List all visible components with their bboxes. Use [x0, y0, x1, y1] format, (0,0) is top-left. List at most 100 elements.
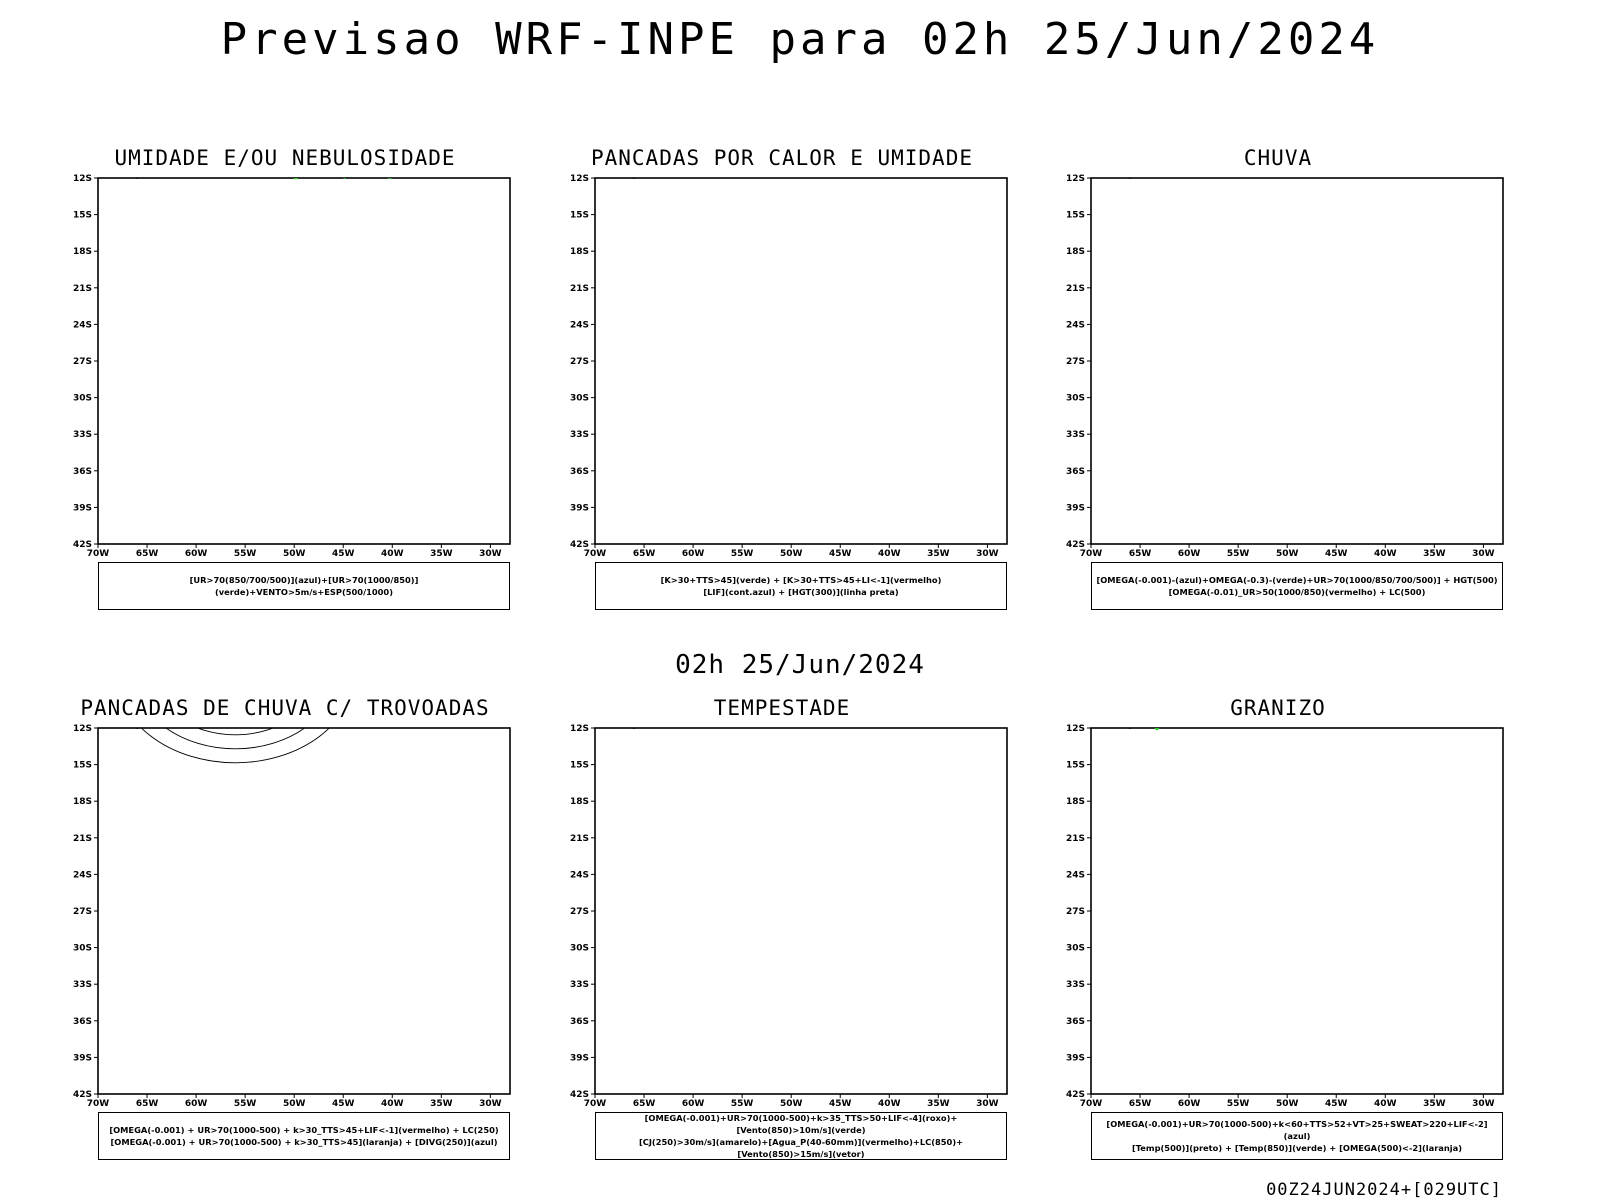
lon-tick-label: 40W: [1374, 549, 1397, 559]
panel-legend: [K>30+TTS>45](verde) + [K>30+TTS>45+LI<-…: [595, 562, 1007, 610]
lat-tick-label: 15S: [1066, 211, 1085, 221]
lat-tick-label: 12S: [73, 174, 92, 184]
lon-tick-label: 70W: [87, 1099, 110, 1109]
lon-tick-label: 55W: [234, 1099, 257, 1109]
lon-tick-label: 50W: [283, 549, 306, 559]
border-line: [1125, 728, 1132, 729]
anticyclone-ring: [196, 728, 275, 736]
lat-tick-label: 33S: [73, 980, 92, 990]
lon-tick-label: 55W: [731, 549, 754, 559]
lon-tick-label: 60W: [185, 1099, 208, 1109]
lat-tick-label: 12S: [73, 724, 92, 734]
lon-tick-label: 30W: [479, 549, 502, 559]
lon-tick-label: 35W: [927, 1099, 950, 1109]
lon-tick-label: 40W: [878, 549, 901, 559]
coastline: [899, 728, 901, 729]
coastline-borders: [629, 178, 901, 179]
legend-line: [OMEGA(-0.001) + UR>70(1000-500) + k>30_…: [110, 1137, 498, 1147]
high-pressure-ring: [1373, 178, 1398, 179]
lat-tick-label: 15S: [1066, 761, 1085, 771]
lat-tick-label: 36S: [1066, 1017, 1085, 1027]
lon-tick-label: 40W: [1374, 1099, 1397, 1109]
panel-umidade: UMIDADE E/OU NEBULOSIDADE 12S 15S 18S 21S 24…: [50, 146, 520, 646]
lat-tick-label: 21S: [1066, 834, 1085, 844]
lon-tick-label: 50W: [1276, 549, 1299, 559]
lat-tick-label: 30S: [1066, 394, 1085, 404]
lat-tick-label: 30S: [73, 944, 92, 954]
lon-tick-label: 65W: [1129, 1099, 1152, 1109]
lat-tick-label: 24S: [73, 320, 92, 330]
lon-tick-label: 60W: [1178, 1099, 1201, 1109]
border-line: [1095, 696, 1207, 699]
border-line: [1218, 178, 1220, 179]
lon-tick-label: 50W: [1276, 1099, 1299, 1109]
legend-line: [OMEGA(-0.001)+UR>70(1000-500)+k<60+TTS>…: [1106, 1119, 1488, 1141]
lat-tick-label: 30S: [570, 394, 589, 404]
panel-title: GRANIZO: [1230, 696, 1326, 720]
map-area: 9600952094409360928092009120904089608880…: [629, 178, 901, 179]
lat-tick-label: 27S: [73, 357, 92, 367]
lat-tick-label: 12S: [1066, 174, 1085, 184]
lon-tick-label: 60W: [682, 549, 705, 559]
panel-pancadas-calor: PANCADAS POR CALOR E UMIDADE 12S 15S 18S 21…: [547, 146, 1017, 646]
border-line: [333, 728, 335, 729]
lat-tick-label: 39S: [570, 503, 589, 513]
lon-tick-label: 65W: [633, 549, 656, 559]
border-line: [629, 728, 636, 729]
panel-title: TEMPESTADE: [713, 696, 851, 720]
lat-tick-label: 36S: [73, 467, 92, 477]
lat-tick-label: 42S: [570, 540, 589, 550]
lon-tick-label: 60W: [1178, 549, 1201, 559]
lon-tick-label: 30W: [976, 549, 999, 559]
border-line: [132, 728, 139, 729]
lat-tick-label: 33S: [570, 430, 589, 440]
isobars: [98, 146, 510, 159]
panel-legend: [OMEGA(-0.001)-(azul)+OMEGA(-0.3)-(verde…: [1091, 562, 1503, 610]
border-line: [1326, 728, 1328, 729]
lon-tick-label: 65W: [136, 1099, 159, 1109]
map-area: -12-15-18-21-24-27-30-33-18-211212151563: [1095, 696, 1397, 731]
legend-line: [Temp(500)](preto) + [Temp(850)](verde) …: [1131, 1143, 1463, 1153]
coastline: [402, 728, 404, 729]
coastline-borders: [599, 696, 901, 729]
border-line: [333, 178, 335, 179]
border-line: [225, 728, 227, 729]
border-line: [102, 696, 214, 699]
border-line: [132, 178, 139, 179]
lat-tick-label: 39S: [73, 503, 92, 513]
anticyclone-ring: [187, 696, 283, 707]
lat-tick-label: 15S: [570, 211, 589, 221]
map-area: [102, 696, 404, 764]
lat-tick-label: 36S: [1066, 467, 1085, 477]
legend-line: [OMEGA(-0.001)-(azul)+OMEGA(-0.3)-(verde…: [1096, 575, 1498, 585]
lon-tick-label: 65W: [1129, 549, 1152, 559]
lat-tick-label: 33S: [1066, 980, 1085, 990]
anticyclone-ring: [140, 728, 330, 764]
lon-tick-label: 50W: [780, 1099, 803, 1109]
panel-tempestade: TEMPESTADE 12S 15S 18S 21S 24S 27S 30S 33S 36S 39…: [547, 696, 1017, 1196]
forecast-time-label: 02h 25/Jun/2024: [675, 650, 925, 680]
panel-legend: [OMEGA(-0.001) + UR>70(1000-500) + k>30_…: [98, 1112, 510, 1160]
lat-tick-label: 18S: [1066, 797, 1085, 807]
lat-tick-label: 42S: [73, 1090, 92, 1100]
panel-title: UMIDADE E/OU NEBULOSIDADE: [114, 146, 456, 170]
lat-tick-label: 18S: [570, 247, 589, 257]
anticyclone-ring: [169, 696, 301, 721]
lon-tick-label: 45W: [1325, 549, 1348, 559]
border-line: [1095, 146, 1207, 149]
coastline: [1395, 728, 1397, 729]
coastline-borders: [102, 696, 404, 729]
lat-tick-label: 42S: [1066, 540, 1085, 550]
lat-tick-label: 15S: [570, 761, 589, 771]
lat-tick-label: 24S: [1066, 870, 1085, 880]
lc850-red: [595, 696, 1007, 715]
lon-tick-label: 55W: [234, 549, 257, 559]
panel-title: PANCADAS POR CALOR E UMIDADE: [590, 146, 973, 170]
lat-tick-label: 36S: [570, 467, 589, 477]
lat-tick-label: 39S: [1066, 503, 1085, 513]
lat-tick-label: 21S: [73, 284, 92, 294]
border-line: [599, 696, 711, 699]
